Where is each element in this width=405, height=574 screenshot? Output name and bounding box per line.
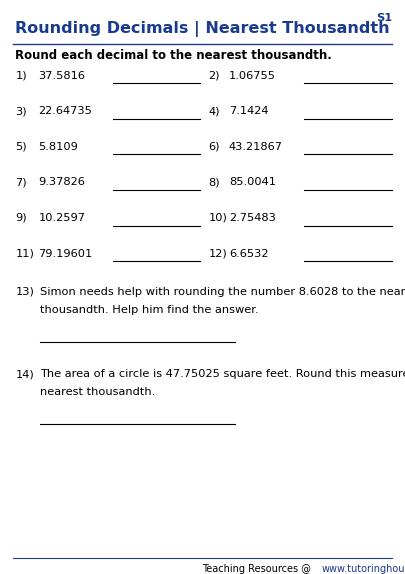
Text: 43.21867: 43.21867 xyxy=(229,142,283,152)
Text: 11): 11) xyxy=(15,249,34,258)
Text: 22.64735: 22.64735 xyxy=(38,106,92,116)
Text: 10): 10) xyxy=(209,213,228,223)
Text: 9.37826: 9.37826 xyxy=(38,177,85,187)
Text: 9): 9) xyxy=(15,213,27,223)
Text: 5): 5) xyxy=(15,142,27,152)
Text: 13): 13) xyxy=(15,287,34,297)
Text: thousandth. Help him find the answer.: thousandth. Help him find the answer. xyxy=(40,305,258,315)
Text: 37.5816: 37.5816 xyxy=(38,71,85,80)
Text: 7): 7) xyxy=(15,177,27,187)
Text: S1: S1 xyxy=(376,13,392,23)
Text: Round each decimal to the nearest thousandth.: Round each decimal to the nearest thousa… xyxy=(15,49,332,63)
Text: 85.0041: 85.0041 xyxy=(229,177,276,187)
Text: Simon needs help with rounding the number 8.6028 to the nearest: Simon needs help with rounding the numbe… xyxy=(40,287,405,297)
Text: www.tutoringhour.com: www.tutoringhour.com xyxy=(322,564,405,573)
Text: The area of a circle is 47.75025 square feet. Round this measurement to the: The area of a circle is 47.75025 square … xyxy=(40,369,405,379)
Text: 79.19601: 79.19601 xyxy=(38,249,93,258)
Text: 2): 2) xyxy=(209,71,220,80)
Text: 10.2597: 10.2597 xyxy=(38,213,85,223)
Text: 4): 4) xyxy=(209,106,220,116)
Text: 8): 8) xyxy=(209,177,220,187)
Text: 1): 1) xyxy=(15,71,27,80)
Text: 6.6532: 6.6532 xyxy=(229,249,269,258)
Text: Teaching Resources @: Teaching Resources @ xyxy=(202,564,315,573)
Text: 5.8109: 5.8109 xyxy=(38,142,78,152)
Text: 6): 6) xyxy=(209,142,220,152)
Text: 1.06755: 1.06755 xyxy=(229,71,276,80)
Text: Rounding Decimals | Nearest Thousandth: Rounding Decimals | Nearest Thousandth xyxy=(15,21,390,37)
Text: 3): 3) xyxy=(15,106,27,116)
Text: 7.1424: 7.1424 xyxy=(229,106,269,116)
Text: 2.75483: 2.75483 xyxy=(229,213,276,223)
Text: 14): 14) xyxy=(15,369,34,379)
Text: nearest thousandth.: nearest thousandth. xyxy=(40,387,155,397)
Text: 12): 12) xyxy=(209,249,227,258)
